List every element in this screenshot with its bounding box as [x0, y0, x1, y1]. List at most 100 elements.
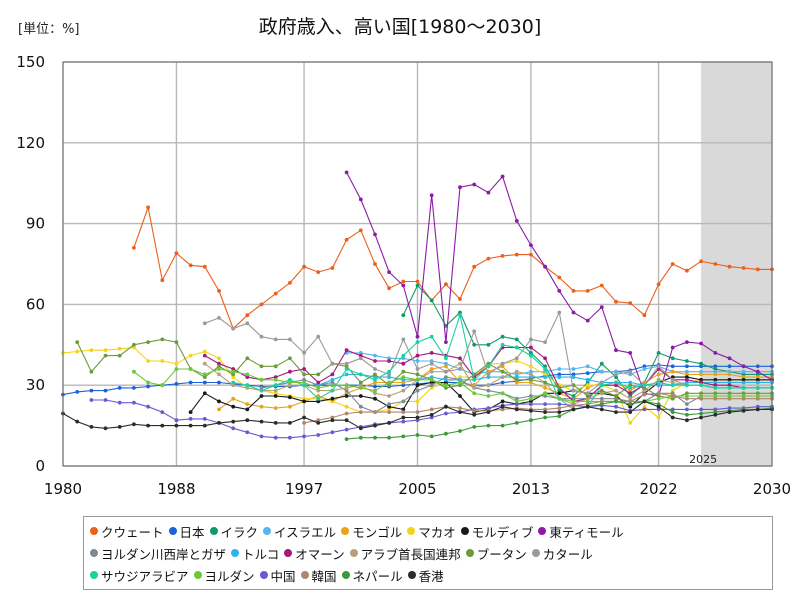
legend-item: モルディブ [460, 522, 533, 541]
data-point [373, 375, 377, 379]
data-point [273, 388, 278, 393]
data-point [656, 351, 661, 355]
legend-item: 日本 [168, 522, 205, 541]
data-point [458, 185, 462, 190]
legend-item: アラブ首長国連邦 [349, 544, 461, 563]
data-point [174, 382, 179, 386]
data-point [755, 407, 760, 412]
data-point [543, 386, 547, 390]
data-point [656, 402, 661, 406]
tick-labels: 1980 1988 1997 2005 2013 2022 2030 0 30 60 90 120 15… [16, 53, 791, 498]
data-point [614, 410, 618, 414]
data-point [571, 367, 576, 371]
data-point [727, 386, 732, 390]
data-point [628, 388, 633, 393]
data-point [599, 305, 604, 309]
data-point [458, 429, 462, 433]
data-point [614, 369, 618, 374]
data-point [685, 402, 689, 406]
data-point [288, 380, 292, 385]
data-point [628, 399, 633, 404]
data-point [89, 388, 94, 393]
x-tick-label: 1980 [44, 480, 82, 498]
data-point [670, 388, 675, 393]
data-point [316, 421, 321, 425]
data-point [387, 270, 391, 274]
data-point [245, 356, 250, 361]
data-point [373, 359, 377, 363]
data-point [358, 372, 363, 377]
data-point [231, 326, 236, 331]
data-point [188, 417, 193, 421]
data-point [387, 410, 391, 414]
data-point [628, 369, 633, 374]
data-point [132, 245, 136, 250]
data-point [259, 404, 264, 409]
legend-item: ブータン [465, 544, 527, 563]
data-point [259, 388, 264, 393]
data-point [146, 423, 151, 428]
data-point [628, 404, 633, 409]
data-point [685, 375, 689, 379]
data-point [202, 264, 207, 269]
legend-marker [538, 527, 547, 535]
data-point [202, 349, 207, 354]
data-point [245, 402, 250, 406]
data-point [741, 408, 746, 413]
data-point [557, 289, 562, 293]
data-point [330, 418, 335, 423]
data-point [103, 398, 108, 402]
data-point [670, 369, 675, 374]
data-point [387, 372, 391, 377]
data-point [273, 337, 278, 342]
data-point [344, 237, 349, 242]
legend-label: ヨルダン川西岸とガザ [101, 546, 227, 562]
data-point [486, 406, 491, 410]
data-point [670, 415, 675, 420]
data-point [444, 282, 448, 287]
data-point [571, 407, 576, 412]
legend-item: ヨルダン [193, 566, 255, 585]
data-point [429, 334, 434, 339]
data-point [514, 359, 519, 363]
data-point [401, 353, 406, 358]
x-tick-label: 2022 [639, 480, 677, 498]
data-point [585, 396, 590, 401]
data-point [330, 430, 335, 435]
data-point [514, 375, 519, 379]
data-point [259, 302, 264, 307]
data-point [685, 268, 689, 273]
legend-row: サウジアラビア ヨルダン 中国 韓国 ネパール 香港 [90, 564, 766, 586]
data-point [741, 372, 746, 377]
data-point [231, 383, 236, 388]
data-point [642, 313, 647, 318]
data-point [358, 197, 363, 202]
data-point [429, 193, 434, 198]
data-point [614, 388, 618, 393]
legend-label: サウジアラビア [101, 568, 189, 584]
data-point [401, 361, 406, 366]
data-point [132, 345, 136, 350]
data-point [529, 364, 533, 369]
legend-item: 韓国 [300, 566, 337, 585]
data-point [444, 383, 448, 388]
data-point [217, 361, 221, 366]
data-point [387, 404, 391, 409]
legend-label: 日本 [179, 524, 205, 540]
data-point [529, 353, 533, 358]
data-point [557, 391, 562, 396]
unit-label: [単位：%] [18, 22, 80, 37]
data-point [401, 399, 406, 404]
data-point [429, 383, 434, 388]
data-point [699, 407, 703, 412]
legend-label: イラク [220, 524, 259, 540]
data-point [373, 367, 377, 371]
data-point [741, 391, 746, 396]
data-point [401, 377, 406, 382]
legend-label: 香港 [418, 568, 444, 584]
data-point [656, 364, 661, 369]
data-point [585, 377, 590, 382]
data-point [727, 396, 732, 401]
data-point [330, 377, 335, 382]
data-point [358, 383, 363, 388]
